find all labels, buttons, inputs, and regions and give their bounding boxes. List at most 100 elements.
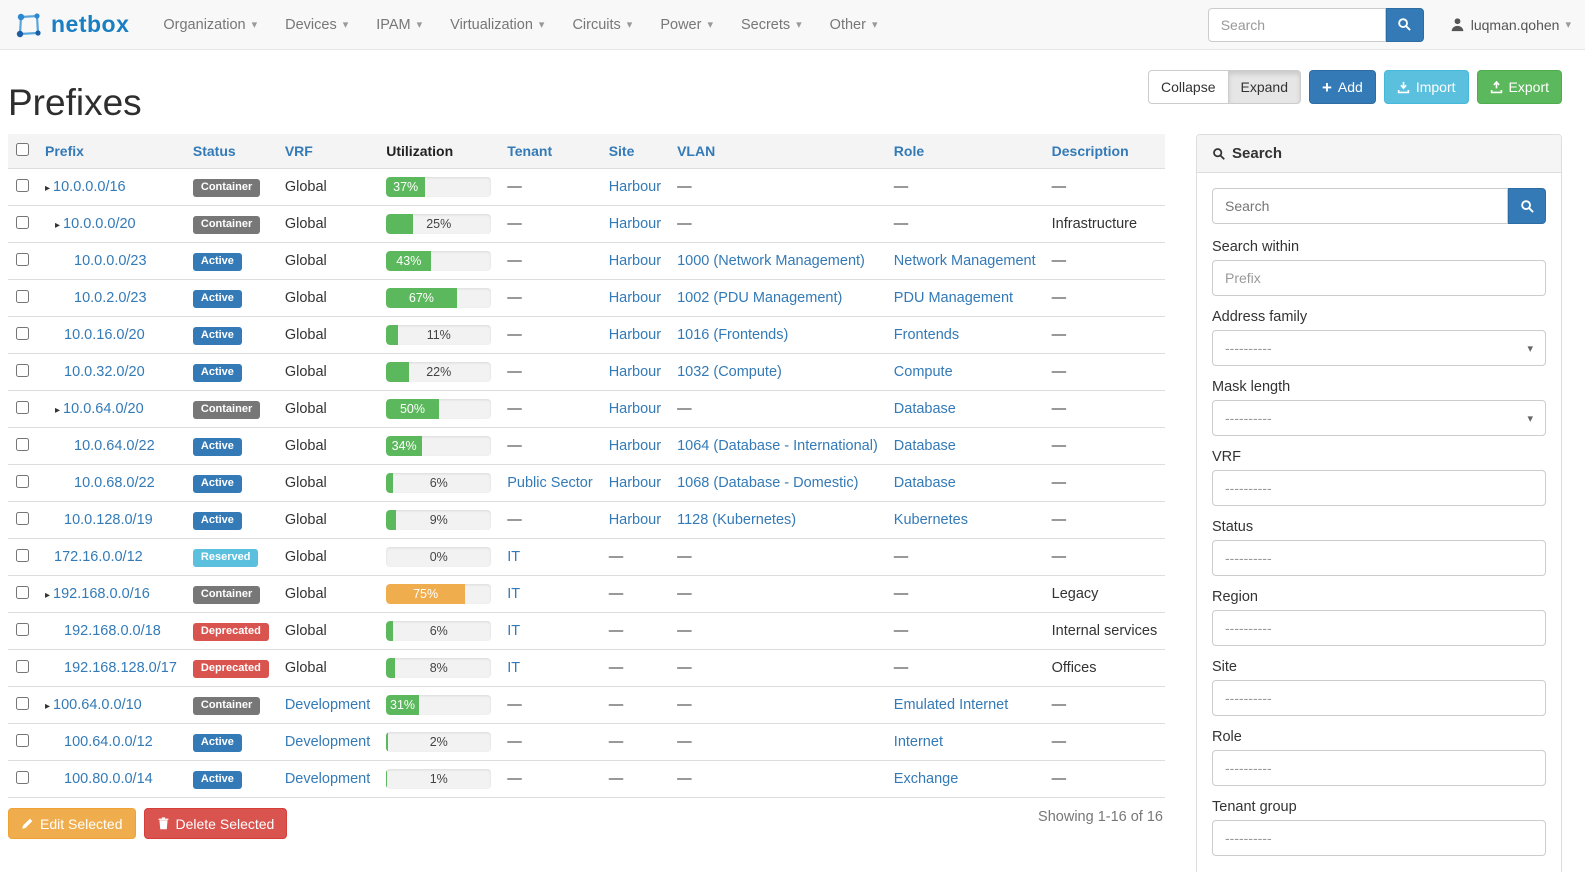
filter-tenant-group-select[interactable]: ---------- (1212, 820, 1546, 856)
prefix-link[interactable]: 192.168.0.0/16 (53, 586, 150, 602)
column-sort-link[interactable]: Role (893, 143, 925, 159)
filter-site-select[interactable]: ---------- (1212, 680, 1546, 716)
role-link[interactable]: Compute (893, 364, 953, 380)
column-sort-link[interactable]: Description (1051, 143, 1129, 159)
row-checkbox[interactable] (16, 585, 29, 599)
role-link[interactable]: Frontends (893, 327, 960, 343)
netbox-brand[interactable]: netbox (14, 10, 129, 40)
role-link[interactable]: Network Management (893, 253, 1036, 269)
row-checkbox[interactable] (16, 215, 29, 229)
row-checkbox[interactable] (16, 696, 29, 710)
nav-item-ipam[interactable]: IPAM ▾ (362, 2, 436, 48)
column-sort-link[interactable]: VRF (284, 143, 313, 159)
expand-button[interactable]: Expand (1227, 70, 1301, 104)
row-checkbox[interactable] (16, 178, 29, 192)
column-sort-link[interactable]: Prefix (45, 143, 84, 159)
prefix-link[interactable]: 100.80.0.0/14 (64, 771, 153, 787)
role-link[interactable]: Database (893, 401, 956, 417)
site-link[interactable]: Harbour (608, 475, 662, 491)
nav-item-other[interactable]: Other ▾ (816, 2, 892, 48)
prefix-link[interactable]: 10.0.0.0/23 (74, 253, 147, 269)
prefix-link[interactable]: 172.16.0.0/12 (54, 549, 143, 565)
row-checkbox[interactable] (16, 289, 29, 303)
navbar-search-button[interactable] (1385, 7, 1424, 42)
edit-selected-button[interactable]: Edit Selected (8, 808, 136, 839)
collapse-button[interactable]: Collapse (1148, 70, 1229, 104)
add-button[interactable]: + Add (1308, 70, 1376, 104)
column-sort-link[interactable]: Tenant (507, 143, 553, 159)
site-link[interactable]: Harbour (608, 512, 662, 528)
nav-item-virtualization[interactable]: Virtualization ▾ (436, 2, 558, 48)
row-checkbox[interactable] (16, 511, 29, 525)
prefix-link[interactable]: 10.0.64.0/20 (63, 401, 144, 417)
row-checkbox[interactable] (16, 622, 29, 636)
site-link[interactable]: Harbour (608, 216, 662, 232)
filter-search-button[interactable] (1508, 188, 1546, 224)
tree-expand-icon[interactable]: ▸ (55, 405, 61, 416)
filter-status-select[interactable]: ---------- (1212, 540, 1546, 576)
prefix-link[interactable]: 100.64.0.0/10 (53, 697, 142, 713)
vlan-link[interactable]: 1002 (PDU Management) (677, 290, 843, 306)
vlan-link[interactable]: 1068 (Database - Domestic) (677, 475, 859, 491)
site-link[interactable]: Harbour (608, 364, 662, 380)
nav-item-power[interactable]: Power ▾ (646, 2, 727, 48)
row-checkbox[interactable] (16, 548, 29, 562)
vlan-link[interactable]: 1128 (Kubernetes) (677, 512, 797, 528)
user-menu[interactable]: luqman.qohen ▾ (1450, 17, 1571, 33)
tree-expand-icon[interactable]: ▸ (45, 183, 51, 194)
navbar-search-input[interactable] (1207, 7, 1386, 42)
tenant-link[interactable]: IT (507, 586, 521, 602)
prefix-link[interactable]: 10.0.0.0/20 (63, 216, 136, 232)
role-link[interactable]: Database (893, 438, 956, 454)
site-link[interactable]: Harbour (608, 327, 662, 343)
tenant-link[interactable]: Public Sector (507, 475, 593, 491)
row-checkbox[interactable] (16, 659, 29, 673)
role-link[interactable]: Exchange (893, 771, 959, 787)
delete-selected-button[interactable]: Delete Selected (143, 808, 288, 839)
role-link[interactable]: Kubernetes (893, 512, 968, 528)
filter-address-family-select[interactable]: ---------- ▾ (1212, 330, 1546, 366)
prefix-link[interactable]: 10.0.64.0/22 (74, 438, 155, 454)
prefix-link[interactable]: 10.0.16.0/20 (64, 327, 145, 343)
prefix-link[interactable]: 10.0.128.0/19 (64, 512, 153, 528)
row-checkbox[interactable] (16, 252, 29, 266)
vlan-link[interactable]: 1032 (Compute) (677, 364, 782, 380)
tree-expand-icon[interactable]: ▸ (45, 590, 51, 601)
prefix-link[interactable]: 10.0.32.0/20 (64, 364, 145, 380)
prefix-link[interactable]: 10.0.0.0/16 (53, 179, 126, 195)
role-link[interactable]: Emulated Internet (893, 697, 1009, 713)
select-all-checkbox[interactable] (16, 143, 29, 156)
vrf-link[interactable]: Development (284, 697, 371, 713)
tenant-link[interactable]: IT (507, 660, 521, 676)
prefix-link[interactable]: 10.0.2.0/23 (74, 290, 147, 306)
prefix-link[interactable]: 192.168.0.0/18 (64, 623, 161, 639)
filter-region-select[interactable]: ---------- (1212, 610, 1546, 646)
import-button[interactable]: Import (1383, 70, 1469, 104)
tenant-link[interactable]: IT (507, 623, 521, 639)
vrf-link[interactable]: Development (284, 771, 371, 787)
row-checkbox[interactable] (16, 400, 29, 414)
nav-item-secrets[interactable]: Secrets ▾ (727, 2, 816, 48)
vlan-link[interactable]: 1000 (Network Management) (677, 253, 865, 269)
vlan-link[interactable]: 1016 (Frontends) (677, 327, 789, 343)
vlan-link[interactable]: 1064 (Database - International) (677, 438, 878, 454)
nav-item-organization[interactable]: Organization ▾ (149, 2, 271, 48)
prefix-link[interactable]: 10.0.68.0/22 (74, 475, 155, 491)
tenant-link[interactable]: IT (507, 549, 521, 565)
row-checkbox[interactable] (16, 326, 29, 340)
tree-expand-icon[interactable]: ▸ (55, 220, 61, 231)
column-sort-link[interactable]: VLAN (677, 143, 716, 159)
row-checkbox[interactable] (16, 363, 29, 377)
row-checkbox[interactable] (16, 733, 29, 747)
site-link[interactable]: Harbour (608, 290, 662, 306)
site-link[interactable]: Harbour (608, 253, 662, 269)
vrf-link[interactable]: Development (284, 734, 371, 750)
site-link[interactable]: Harbour (608, 179, 662, 195)
nav-item-devices[interactable]: Devices ▾ (271, 2, 362, 48)
site-link[interactable]: Harbour (608, 438, 662, 454)
row-checkbox[interactable] (16, 437, 29, 451)
tree-expand-icon[interactable]: ▸ (45, 701, 51, 712)
role-link[interactable]: Internet (893, 734, 943, 750)
filter-search-input[interactable] (1212, 188, 1508, 224)
filter-mask-length-select[interactable]: ---------- ▾ (1212, 400, 1546, 436)
